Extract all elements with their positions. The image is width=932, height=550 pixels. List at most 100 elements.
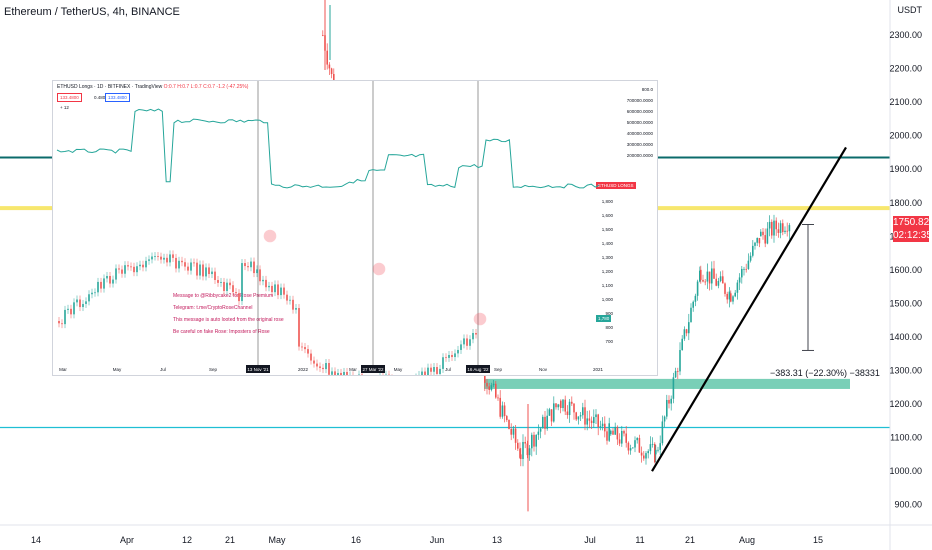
trend-line[interactable]	[651, 146, 847, 472]
candle-body	[610, 430, 612, 435]
inset-candle-body	[337, 372, 339, 375]
candle-body	[752, 245, 754, 256]
inset-candle-body	[226, 282, 228, 291]
candle-body	[614, 426, 616, 435]
candle-body	[506, 416, 508, 420]
inset-candle-body	[112, 279, 114, 284]
inset-candle-body	[61, 323, 63, 325]
inset-candle-body	[250, 261, 252, 268]
inset-candle-body	[211, 271, 213, 275]
inset-candle-body	[253, 261, 255, 274]
candle-body	[663, 416, 666, 422]
inset-candle-body	[451, 354, 453, 358]
date-tick-label: Jul	[584, 535, 596, 545]
candle-body	[736, 282, 739, 293]
inset-candle-body	[475, 332, 477, 335]
candle-body	[702, 279, 704, 282]
countdown-tag: 02:12:35	[893, 229, 932, 242]
inset-date-label: 16 Aug '22	[467, 367, 489, 372]
candle-body	[672, 377, 675, 399]
inset-lower-tick: 1,600	[602, 213, 614, 218]
inset-title: ETHUSD Longs · 1D · BITFINEX · TradingVi…	[57, 84, 163, 90]
candle-body	[634, 440, 636, 448]
candle-body	[724, 283, 726, 294]
inset-candle-body	[166, 257, 168, 263]
inset-candle-body	[232, 285, 234, 293]
inset-price-box-left[interactable]: 133.4800	[57, 93, 82, 102]
candle-body	[786, 230, 788, 232]
candle-body	[730, 293, 732, 302]
candle-body	[495, 383, 497, 398]
inset-candle-body	[163, 257, 165, 260]
candle-body	[537, 431, 540, 435]
inset-candle-body	[202, 264, 204, 277]
candle-body	[643, 455, 645, 459]
candle-body	[779, 223, 782, 233]
candle-body	[539, 428, 542, 432]
price-tick-label: 900.00	[894, 500, 922, 510]
inset-tag-top: ETHUSD LONGS	[596, 182, 636, 189]
inset-candle-body	[109, 275, 111, 284]
candle-body	[528, 448, 531, 456]
candle-body	[618, 439, 621, 444]
candle-body	[497, 397, 499, 399]
candle-body	[568, 401, 571, 416]
inset-candle-body	[139, 264, 141, 267]
candle-body	[659, 443, 661, 450]
inset-candle-body	[427, 367, 429, 375]
inset-candle-body	[124, 265, 126, 274]
inset-date-label: May	[113, 367, 122, 372]
candle-body	[524, 441, 526, 444]
candle-body	[555, 403, 557, 408]
candle-body	[692, 301, 694, 308]
candle-body	[612, 430, 614, 435]
candle-body	[654, 443, 656, 463]
inset-date-label: 27 Mar '22	[362, 367, 384, 372]
candle-body	[743, 268, 745, 270]
inset-candle-body	[91, 292, 93, 295]
inset-lower-tick: 900	[605, 311, 613, 316]
inset-candle-body	[73, 302, 75, 315]
candle-body	[728, 291, 731, 300]
candle-body	[738, 277, 741, 283]
inset-candle-body	[319, 366, 321, 368]
inset-candle-body	[142, 264, 144, 268]
date-tick-label: 13	[492, 535, 502, 545]
inset-candle-body	[241, 263, 243, 302]
candle-body	[582, 407, 584, 416]
inset-date-label: Mar	[349, 367, 357, 372]
date-tick-label: 21	[225, 535, 235, 545]
candle-body	[629, 448, 632, 451]
inset-price-box-right[interactable]: 133.4800	[105, 93, 130, 102]
inset-date-label: 2021	[593, 367, 604, 372]
candle-body	[571, 401, 573, 404]
inset-candle-body	[265, 279, 267, 288]
inset-upper-tick: 400000.0000	[627, 131, 654, 136]
candle-body	[782, 223, 784, 233]
candle-body	[577, 416, 580, 420]
inset-lower-tick: 1,300	[602, 255, 614, 260]
inset-candle-body	[439, 368, 441, 374]
measure-label: −383.31 (−22.30%) −38331	[770, 368, 880, 378]
inset-candle-body	[64, 309, 66, 325]
candle-body	[717, 281, 720, 286]
candle-body	[741, 268, 743, 278]
inset-date-label: 13 Nov '21	[247, 367, 269, 372]
inset-candle-body	[433, 367, 435, 372]
candle-body	[681, 338, 683, 351]
inset-candle-body	[175, 257, 177, 269]
candle-body	[590, 420, 593, 424]
inset-candle-body	[274, 284, 276, 293]
inset-candle-body	[103, 278, 105, 289]
candle-body	[519, 448, 521, 458]
price-tick-label: 1300.00	[889, 366, 922, 376]
inset-candle-body	[169, 254, 171, 263]
inset-candle-body	[277, 284, 279, 296]
candle-body	[584, 407, 586, 425]
candle-body	[599, 426, 602, 427]
date-tick-label: Apr	[120, 535, 134, 545]
inset-candle-body	[190, 262, 192, 271]
inset-candle-body	[115, 268, 117, 280]
inset-candle-body	[238, 293, 240, 302]
candle-body	[573, 403, 575, 413]
